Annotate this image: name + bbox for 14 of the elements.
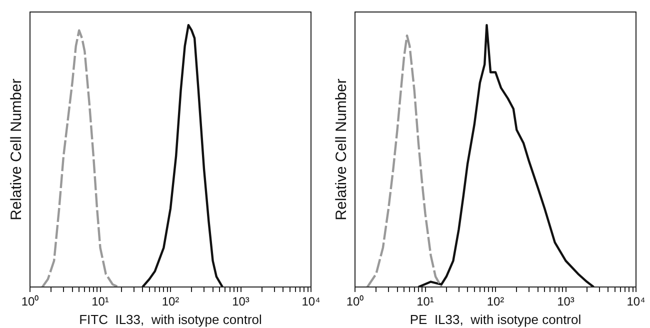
x-tick-label: 10³ <box>232 294 250 309</box>
x-tick-label: 10⁴ <box>626 294 646 309</box>
x-tick-label: 10² <box>162 294 180 309</box>
x-tick-label: 10⁰ <box>21 294 39 309</box>
x-axis-title: PE IL33, with isotype control <box>410 312 582 327</box>
x-axis-title: FITC IL33, with isotype control <box>79 312 262 327</box>
y-axis-title: Relative Cell Number <box>8 78 26 220</box>
x-tick-label: 10³ <box>557 294 574 309</box>
x-tick-label: 10⁴ <box>302 294 320 309</box>
x-tick-label: 10¹ <box>416 294 434 309</box>
x-tick-label: 10⁰ <box>346 294 364 309</box>
x-tick-label: 10¹ <box>92 294 109 309</box>
y-axis-title: Relative Cell Number <box>333 78 350 220</box>
x-tick-label: 10² <box>486 294 504 309</box>
